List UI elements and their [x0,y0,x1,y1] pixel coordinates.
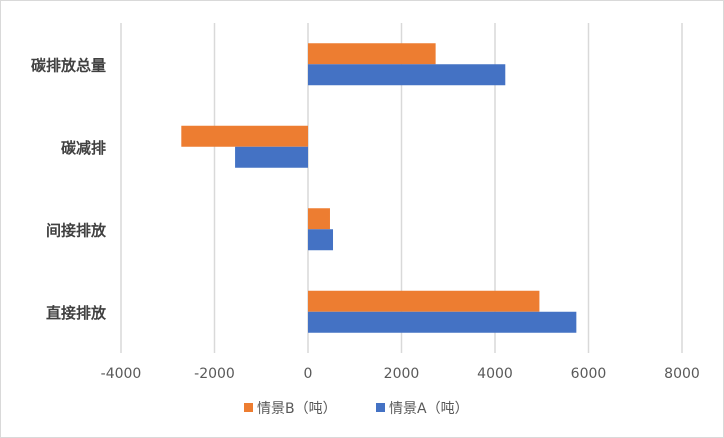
legend-label: 情景A（吨） [389,401,469,417]
x-tick-label: 8000 [664,366,700,382]
bar-scenario-a [308,64,506,86]
category-label: 碳排放总量 [31,56,106,74]
x-tick-label: -2000 [194,366,235,382]
legend-swatch [376,403,385,412]
legend-label: 情景B（吨） [257,401,337,417]
legend-swatch [244,403,253,412]
x-tick-label: 4000 [477,366,513,382]
bar-scenario-b [181,125,308,147]
bar-scenario-a [308,311,577,333]
bar-scenario-a [308,229,334,251]
bar-scenario-a [235,146,308,168]
x-tick-label: -4000 [101,366,142,382]
category-label: 直接排放 [46,304,107,322]
category-label: 间接排放 [46,221,107,239]
bar-scenario-b [308,43,436,65]
bar-scenario-b [308,290,540,312]
x-tick-label: 0 [304,366,313,382]
x-tick-label: 2000 [384,366,420,382]
bar-scenario-b [308,208,330,230]
category-label: 碳减排 [61,139,106,157]
x-tick-label: 6000 [571,366,607,382]
